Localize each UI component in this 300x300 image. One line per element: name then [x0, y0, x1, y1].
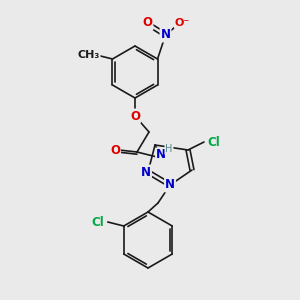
Text: N: N — [160, 28, 170, 41]
Text: CH₃: CH₃ — [77, 50, 100, 60]
Text: O: O — [142, 16, 152, 29]
Text: O: O — [110, 143, 120, 157]
Text: N: N — [141, 166, 151, 178]
Text: O⁻: O⁻ — [175, 18, 190, 28]
Text: Cl: Cl — [208, 136, 220, 148]
Text: N: N — [156, 148, 166, 161]
Text: H: H — [165, 144, 173, 154]
Text: O: O — [130, 110, 140, 122]
Text: N: N — [165, 178, 175, 191]
Text: Cl: Cl — [92, 215, 104, 229]
